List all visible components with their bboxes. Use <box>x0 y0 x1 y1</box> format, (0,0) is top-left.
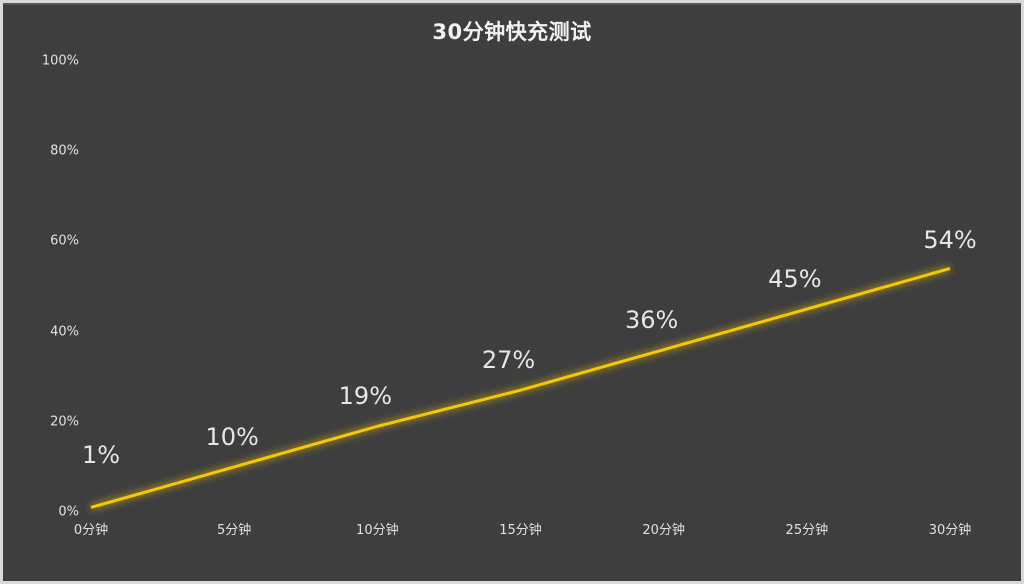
x-tick-label: 25分钟 <box>785 523 829 538</box>
y-tick-label: 60% <box>50 233 79 249</box>
data-label: 54% <box>923 226 977 255</box>
data-label: 27% <box>481 346 536 375</box>
data-label: 36% <box>624 305 679 334</box>
x-tick-label: 20分钟 <box>642 523 685 538</box>
y-tick-label: 20% <box>50 414 79 430</box>
y-tick-label: 100% <box>41 53 79 69</box>
data-label: 45% <box>768 265 822 294</box>
data-label: 10% <box>205 422 259 451</box>
data-label: 19% <box>338 382 392 411</box>
x-tick-label: 0分钟 <box>73 523 109 538</box>
y-tick-label: 80% <box>50 143 79 159</box>
y-tick-label: 0% <box>58 504 79 520</box>
data-label: 1% <box>81 441 121 470</box>
x-tick-label: 30分钟 <box>928 523 972 538</box>
y-tick-label: 40% <box>50 324 79 340</box>
charge-line <box>90 267 951 509</box>
chart-title: 30分钟快充测试 <box>432 20 592 44</box>
x-tick-label: 15分钟 <box>499 523 542 538</box>
x-tick-label: 5分钟 <box>217 523 252 538</box>
x-tick-label: 10分钟 <box>356 523 399 538</box>
